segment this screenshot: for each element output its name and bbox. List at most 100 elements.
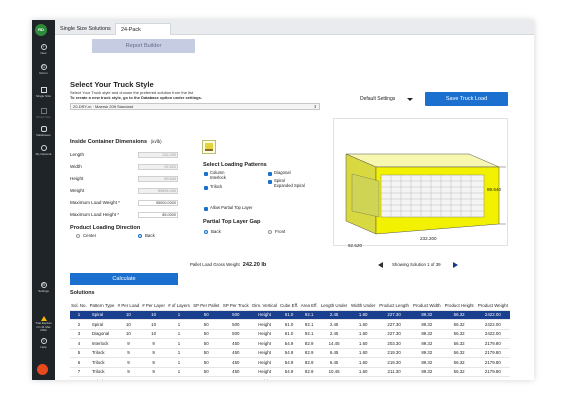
table-cell: 50 [191,347,222,358]
next-solution-arrow-icon[interactable] [453,262,458,268]
table-cell: 9 [116,338,141,348]
table-cell: 6.45 [318,357,350,367]
allow-partial-checkbox[interactable] [204,207,208,211]
sidebar-item-help[interactable]: ? Help [32,338,55,349]
sidebar-item-databases[interactable]: Databases [32,126,55,137]
table-cell: 1.60 [349,319,378,329]
record-icon[interactable] [37,364,48,375]
column-header[interactable]: Pattern Type [89,302,115,308]
gap-back-radio[interactable] [204,230,208,234]
column-header[interactable]: Dim. Vertical [252,302,277,308]
table-cell: 2.45 [318,319,350,329]
column-header[interactable]: Product Weight [477,302,508,308]
table-cell: 89.32 [411,328,443,339]
table-cell: 9 [140,338,167,348]
tab-single-size-solutions[interactable]: Single Size Solutions [60,26,111,32]
table-cell: 89.32 [411,309,443,320]
spiral-checkbox[interactable] [268,180,272,184]
table-cell: 89.32 [411,347,443,358]
gear-icon: ⚙ [40,282,47,288]
column-header[interactable]: Product Width [413,302,441,308]
column-checkbox[interactable] [204,172,208,176]
table-cell: 1 [70,309,88,320]
diagonal-checkbox[interactable] [268,172,272,176]
max-load-height-input[interactable]: 85.0000 [138,212,178,218]
report-builder-button[interactable]: Report Builder [92,39,195,53]
sidebar-item-single-size[interactable]: Single Size [32,87,55,98]
table-cell: 50 [191,338,222,348]
table-cell: 10.45 [318,366,350,377]
table-cell: 89.32 [411,366,443,377]
column-header[interactable]: # of Layers [168,302,190,308]
column-header[interactable]: Sol. No. [71,302,87,308]
table-cell: 10 [140,328,167,339]
table-row[interactable]: 6 Trilock 9 9 1 50 450 Height 54.9 82.9 6.45 1.60 21… [70,357,510,367]
truck-load-viewer[interactable]: 89.640 232.200 92.520 [333,118,508,248]
sidebar-item-label: Databases [36,133,51,137]
column-header[interactable]: Area Eff. [300,302,318,308]
plus-icon: + [40,44,47,50]
default-settings-dropdown[interactable]: Default Settings [360,96,396,102]
table-cell: 1 [166,357,192,367]
column-header[interactable]: Product Length [379,302,409,308]
column-header[interactable]: Length Under [320,302,348,308]
prev-solution-arrow-icon[interactable] [378,262,383,268]
sidebar-item-rerun[interactable]: ↻ Rerun [32,64,55,75]
table-row[interactable]: 2 Spiral 10 10 1 50 500 Height 61.0 92.1 2.45 1.60 2… [70,319,510,329]
table-cell: 211.30 [377,376,412,380]
trial-line: On 31 Mar [36,324,51,329]
table-row[interactable]: 5 Trilock 9 9 1 50 450 Height 54.9 82.9 6.45 1.60 21… [70,347,510,358]
table-cell: 56.32 [442,347,476,358]
table-cell: 56.32 [442,366,476,377]
column-header[interactable]: SP Per Pallet [193,302,220,308]
table-cell: 50 [191,357,222,367]
gap-front-radio[interactable] [268,230,272,234]
truck-style-select[interactable]: 20-DRY-m · Maersk 20ft Standard ⇕ [70,103,320,110]
sidebar-item-new[interactable]: + New [32,44,55,55]
pallet-weight-value: 242.20 lb [242,262,267,268]
sidebar-item-mixed-size[interactable]: Mixed Size [32,108,55,119]
max-load-weight-input[interactable]: 55000.0000 [138,200,178,206]
table-row[interactable]: 3 Diagonal 10 10 1 50 500 Height 61.0 92.1 2.45 1.6… [70,328,510,339]
table-cell: 450 [221,366,251,377]
spiral-text: Spiral [274,178,285,183]
solutions-header-row: Sol. No. Pattern Type # Per Load # Per Laye… [70,298,510,310]
calculate-button[interactable]: Calculate [70,273,178,285]
sidebar-item-settings[interactable]: ⚙ Settings [32,282,55,293]
chevron-down-icon[interactable] [407,98,413,101]
table-cell: 8 [70,376,88,380]
center-radio[interactable] [76,234,80,238]
interlock-text: Interlock [210,174,226,180]
column-header[interactable]: # Per Layer [142,302,165,308]
table-row[interactable]: 1 Spiral 10 10 1 50 500 Height 61.0 92.1 2.45 1.60 2… [70,309,510,320]
table-row[interactable]: 8Spiral99150450Height54.982.910.451.6021… [70,376,510,380]
table-cell: 5 [70,347,88,358]
loading-direction-title: Product Loading Direction [70,225,141,231]
column-header[interactable]: Width Under [350,302,376,308]
table-row[interactable]: 4 Interlock 9 9 1 50 450 Height 54.9 82.9 14.45 1.6… [70,338,510,348]
table-row[interactable]: 7 Trilock 9 9 1 50 450 Height 54.9 82.9 10.45 1.60 2… [70,366,510,377]
column-header[interactable]: SP Per Truck [222,302,249,308]
trilock-checkbox[interactable] [204,186,208,190]
user-avatar[interactable]: RD [35,24,47,36]
table-cell: 450 [221,376,251,380]
table-cell: 56.32 [442,309,476,320]
sidebar-item-my-network[interactable]: My Network [32,145,55,156]
table-cell: 54.9 [278,347,300,358]
column-header[interactable]: Cube Eff. [279,302,299,308]
column-header[interactable]: Product Height [444,302,474,308]
table-cell: 4 [70,338,88,348]
tab-24-pack[interactable]: 24-Pack [115,23,171,35]
help-icon: ? [40,338,47,344]
back-radio[interactable] [138,234,142,238]
table-cell: 450 [221,338,251,348]
save-truck-load-button[interactable]: Save Truck Load [425,92,508,106]
max-load-weight-label: Maximum Load Weight * [70,200,120,205]
table-cell: 500 [221,319,251,329]
table-cell: 10.45 [318,376,350,380]
table-cell: Height [250,319,279,329]
table-cell: 89.32 [411,376,443,380]
column-header[interactable]: # Per Load [117,302,140,308]
table-cell: 2422.00 [475,309,510,320]
truck-style-hint: Select Your Truck style and choose the p… [70,90,193,95]
